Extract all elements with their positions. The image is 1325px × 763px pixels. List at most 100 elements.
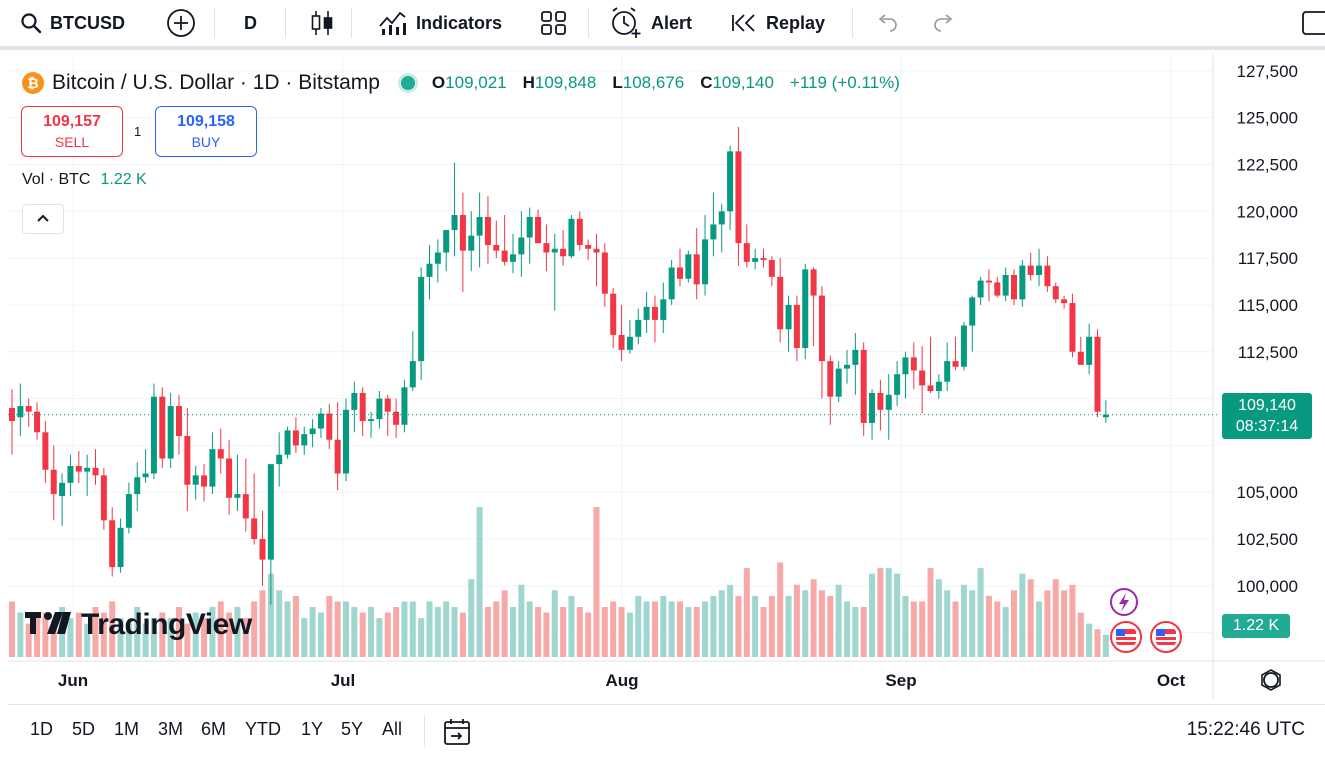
- go-to-date-button[interactable]: [442, 717, 472, 752]
- undo-button[interactable]: [875, 0, 899, 46]
- volume-bar: [284, 601, 291, 657]
- redo-button[interactable]: [932, 0, 956, 46]
- buy-button[interactable]: 109,158 BUY: [155, 106, 257, 157]
- market-status-icon[interactable]: [397, 73, 418, 93]
- change-value: +119 (+0.11%): [789, 73, 900, 92]
- fullscreen-button[interactable]: [1302, 0, 1325, 46]
- indicators-button[interactable]: Indicators: [378, 0, 502, 46]
- candle-body: [551, 248, 558, 253]
- candle-body: [459, 215, 466, 251]
- volume-bar: [259, 590, 266, 657]
- candle-body: [393, 411, 400, 425]
- candle-body: [710, 224, 717, 240]
- range-1m-button[interactable]: 1M: [114, 719, 140, 739]
- candle-body: [92, 467, 99, 476]
- volume-bar: [685, 607, 692, 657]
- volume-bar: [142, 623, 149, 657]
- candle-body: [727, 151, 734, 212]
- symbol-title[interactable]: Bitcoin / U.S. Dollar · 1D · Bitstamp: [52, 71, 380, 94]
- range-3m-button[interactable]: 3M: [158, 719, 184, 739]
- volume-bar: [752, 595, 759, 657]
- volume-bar: [960, 584, 967, 657]
- axis-settings-icon[interactable]: [1263, 672, 1279, 688]
- volume-bar: [910, 601, 917, 657]
- volume-bar: [301, 618, 308, 657]
- volume-bar: [184, 623, 191, 657]
- range-5y-button[interactable]: 5Y: [341, 719, 364, 739]
- candle-body: [910, 357, 917, 371]
- volume-bar: [601, 607, 608, 657]
- candle-body: [852, 349, 859, 365]
- volume-bar: [585, 612, 592, 657]
- candle-body: [17, 406, 24, 418]
- range-1d-button[interactable]: 1D: [30, 719, 54, 739]
- replay-label: Replay: [766, 12, 826, 33]
- volume-bar: [952, 601, 959, 657]
- volume-bar: [727, 584, 734, 657]
- candle-body: [785, 304, 792, 330]
- volume-bar: [226, 612, 233, 657]
- candle-body: [1077, 351, 1084, 365]
- tradingview-watermark[interactable]: TradingView: [25, 608, 252, 642]
- sell-button[interactable]: 109,157 SELL: [21, 106, 123, 157]
- candle-body: [109, 520, 116, 568]
- range-6m-button[interactable]: 6M: [201, 719, 227, 739]
- symbol-search-button[interactable]: BTCUSD: [20, 0, 125, 46]
- candle-body: [651, 306, 658, 320]
- candle-body: [660, 299, 667, 320]
- candle-body: [927, 385, 934, 392]
- price-axis-label: 125,000: [1237, 109, 1298, 128]
- layouts-button[interactable]: [540, 0, 568, 46]
- price-axis-label: 100,000: [1237, 577, 1298, 596]
- candle-body: [401, 387, 408, 425]
- candle-body: [601, 252, 608, 294]
- range-1y-button[interactable]: 1Y: [301, 719, 324, 739]
- candle-body: [718, 211, 725, 225]
- spread-value: 1: [134, 124, 142, 139]
- price-axis-label: 102,500: [1237, 530, 1298, 549]
- volume-bar: [459, 612, 466, 657]
- candle-body: [693, 254, 700, 285]
- candle-body: [835, 368, 842, 397]
- range-all-button[interactable]: All: [382, 719, 403, 739]
- candle-body: [117, 527, 124, 568]
- volume-bar: [777, 562, 784, 657]
- event-lightning-icon: [1119, 593, 1129, 612]
- replay-button[interactable]: Replay: [730, 0, 825, 46]
- candle-body: [100, 475, 107, 521]
- volume-bar: [418, 618, 425, 657]
- range-ytd-button[interactable]: YTD: [245, 719, 281, 739]
- volume-legend-label: Vol · BTC: [22, 171, 91, 188]
- watermark-text: TradingView: [81, 608, 252, 641]
- price-axis-label: 115,000: [1238, 296, 1298, 315]
- chart-type-button[interactable]: [310, 0, 334, 46]
- candle-body: [626, 336, 633, 350]
- interval-button[interactable]: D: [244, 0, 257, 46]
- candle-body: [985, 280, 992, 283]
- candle-body: [1002, 274, 1009, 296]
- candle-body: [242, 494, 249, 519]
- volume-bar: [635, 595, 642, 657]
- volume-bar: [134, 607, 141, 657]
- utc-clock[interactable]: 15:22:46 UTC: [1186, 719, 1305, 740]
- candle-body: [585, 245, 592, 249]
- candle-body: [535, 216, 542, 244]
- candle-body: [894, 374, 901, 395]
- candle-body: [1086, 336, 1093, 365]
- range-5d-button[interactable]: 5D: [72, 719, 96, 739]
- candle-body: [1019, 265, 1026, 300]
- volume-bar: [735, 595, 742, 657]
- volume-legend[interactable]: Vol · BTC 1.22 K: [22, 171, 147, 189]
- volume-bar: [818, 590, 825, 657]
- candle-body: [969, 297, 976, 326]
- alert-button[interactable]: Alert: [609, 0, 692, 46]
- volume-bar: [551, 590, 558, 657]
- indicators-icon: [378, 10, 408, 36]
- volume-bar: [852, 607, 859, 657]
- candle-body: [142, 473, 149, 478]
- collapse-legend-button[interactable]: [22, 204, 64, 234]
- volume-bar: [443, 601, 450, 657]
- compare-symbol-button[interactable]: [166, 0, 196, 46]
- volume-bar: [985, 595, 992, 657]
